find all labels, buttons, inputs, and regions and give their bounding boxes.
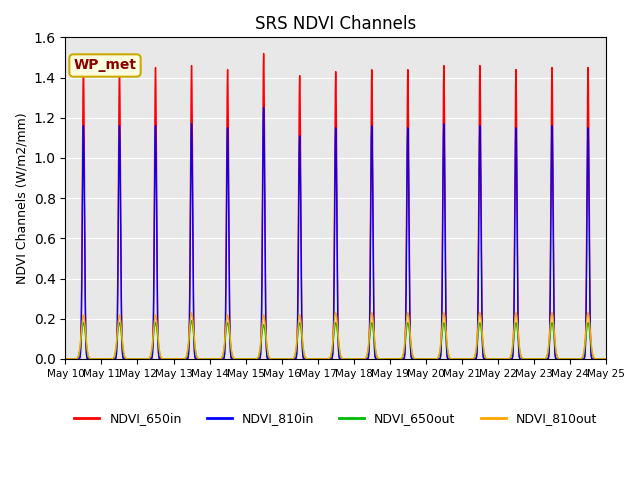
Text: WP_met: WP_met xyxy=(74,59,136,72)
NDVI_650out xyxy=(61,356,69,362)
NDVI_650in xyxy=(428,356,436,362)
Line: NDVI_810in: NDVI_810in xyxy=(65,108,640,359)
NDVI_810in xyxy=(61,356,69,362)
NDVI_810out xyxy=(270,356,278,362)
NDVI_810out xyxy=(489,356,497,362)
Title: SRS NDVI Channels: SRS NDVI Channels xyxy=(255,15,417,33)
NDVI_810out xyxy=(403,316,410,322)
NDVI_650out xyxy=(403,324,410,330)
NDVI_650in xyxy=(489,356,497,362)
NDVI_650in xyxy=(61,356,69,362)
NDVI_810in xyxy=(271,356,278,362)
NDVI_650out xyxy=(271,356,278,362)
NDVI_650in xyxy=(520,356,527,362)
Line: NDVI_810out: NDVI_810out xyxy=(65,312,640,359)
NDVI_810in xyxy=(403,220,410,226)
NDVI_650in xyxy=(403,185,410,191)
NDVI_650out xyxy=(489,356,497,362)
NDVI_650out xyxy=(428,356,436,362)
NDVI_650out xyxy=(520,356,527,362)
Line: NDVI_650out: NDVI_650out xyxy=(65,321,640,359)
NDVI_650out xyxy=(638,356,640,362)
NDVI_810out xyxy=(520,356,527,362)
Legend: NDVI_650in, NDVI_810in, NDVI_650out, NDVI_810out: NDVI_650in, NDVI_810in, NDVI_650out, NDV… xyxy=(70,407,602,430)
NDVI_650out xyxy=(188,318,195,324)
NDVI_810in xyxy=(489,356,497,362)
Line: NDVI_650in: NDVI_650in xyxy=(65,53,640,359)
NDVI_810in xyxy=(428,356,436,362)
NDVI_810out xyxy=(61,356,69,362)
NDVI_810out xyxy=(620,310,628,315)
NDVI_810out xyxy=(638,356,640,362)
NDVI_810out xyxy=(428,356,436,362)
NDVI_810out xyxy=(90,356,98,362)
NDVI_650in xyxy=(260,50,268,56)
NDVI_810in xyxy=(90,356,98,362)
NDVI_810in xyxy=(638,356,640,362)
NDVI_650out xyxy=(90,356,98,362)
NDVI_810in xyxy=(260,105,268,110)
NDVI_650in xyxy=(271,356,278,362)
NDVI_810in xyxy=(520,356,527,362)
NDVI_650in xyxy=(90,356,98,362)
Y-axis label: NDVI Channels (W/m2/mm): NDVI Channels (W/m2/mm) xyxy=(15,112,28,284)
NDVI_650in xyxy=(638,356,640,362)
